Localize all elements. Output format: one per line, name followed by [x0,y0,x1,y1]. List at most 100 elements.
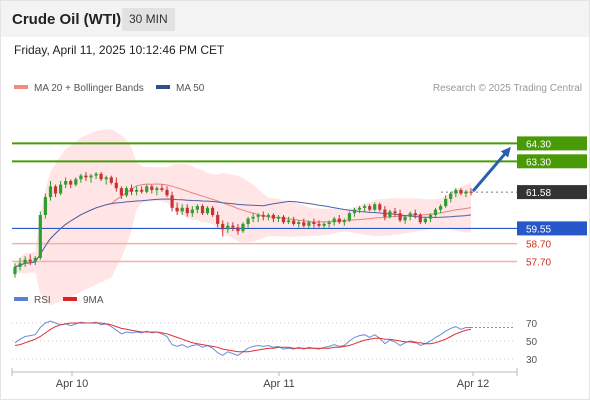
candle-body [403,216,407,221]
header-bar: Crude Oil (WTI) 30 MIN [1,1,589,37]
candle-body [261,215,265,217]
candle-body [357,207,362,210]
level-tags-group: 64.30 63.30 61.58 59.55 58.70 57.70 [517,136,587,269]
rsi-legend-label: RSI [34,295,51,306]
bollinger-band-area [15,129,471,306]
candle-body [79,175,83,180]
candle-body [307,222,311,226]
candle-body [13,266,17,275]
candle-body [84,175,88,178]
candle-body [160,188,164,190]
ma20-legend-swatch [14,85,28,89]
candle-body [464,191,468,194]
timeframe-badge[interactable]: 30 MIN [122,8,175,31]
candle-body [373,204,377,210]
candle-body [89,175,93,178]
candle-body [393,211,397,214]
rsi-pane-group: 70 50 30 [12,319,538,366]
candle-body [135,189,139,192]
ma9-legend-swatch [63,297,77,301]
candle-body [312,222,316,224]
candle-body [276,216,281,219]
candle-body [383,209,387,217]
candle-body [444,198,448,207]
resistance-1-tag [517,154,587,169]
candle-body [281,216,286,223]
pivot-label: 59.55 [526,224,551,235]
candle-body [53,186,58,194]
candle-body [114,182,118,189]
candle-body [378,204,382,210]
ma20-legend-label: MA 20 + Bollinger Bands [34,83,144,94]
ma9-legend-label: 9MA [83,295,104,306]
candle-body [129,188,134,192]
rsi-ma9-line [14,322,472,353]
candle-body [59,184,63,194]
candle-body [241,223,245,232]
candle-body [33,257,37,262]
candle-body [413,213,417,215]
candles-group [13,172,473,278]
candle-body [398,213,402,221]
candle-body [216,215,220,224]
candle-body [317,223,321,226]
candle-body [302,222,306,226]
candle-body [449,193,453,199]
candle-body [175,207,179,212]
credit-label: Research © 2025 Trading Central [433,83,582,94]
candle-body [211,207,215,215]
candle-body [337,218,341,223]
candle-body [165,189,169,196]
candle-body [64,181,68,185]
candle-body [246,218,250,224]
candle-body [180,207,184,212]
candle-body [332,218,336,223]
candle-body [459,189,463,194]
candle-body [43,197,47,215]
candle-body [271,215,275,219]
candle-body [297,222,301,224]
candle-body [140,189,144,192]
candle-body [145,186,149,192]
candle-body [231,225,235,228]
projection-arrow-shaft [471,150,509,193]
candle-body [433,209,438,215]
candle-body [226,225,230,230]
candle-body [155,188,159,190]
candle-body [423,218,427,223]
current-label: 61.58 [526,188,551,199]
projection-arrow-group [471,146,511,193]
candle-body [221,223,225,230]
x-axis-group: Apr 10 Apr 11 Apr 12 [11,368,518,390]
candle-body [292,220,296,224]
candle-body [428,215,433,219]
candle-body [251,216,255,219]
candle-body [94,173,98,176]
candle-body [109,177,113,183]
candle-body [195,206,199,210]
candle-body [69,181,73,185]
candle-body [104,177,108,180]
rsi-level-30-label: 30 [526,355,538,366]
candle-body [418,215,422,223]
candle-body [190,209,194,214]
candle-body [170,195,174,208]
candle-body [363,206,367,208]
candle-body [38,215,42,258]
candle-body [469,191,473,193]
current-tag [517,185,587,200]
rsi-level-50-label: 50 [526,337,538,348]
x-tick-label: Apr 10 [56,378,88,390]
rsi-legend-swatch [14,297,28,301]
rsi-line [14,320,471,356]
candle-body [205,207,210,214]
support-2-label: 57.70 [526,258,551,269]
candle-body [439,206,443,210]
candle-body [388,211,392,217]
candle-body [408,213,412,217]
candle-body [287,220,291,223]
candle-body [368,206,372,210]
candle-body [322,223,326,226]
candle-body [23,259,27,264]
